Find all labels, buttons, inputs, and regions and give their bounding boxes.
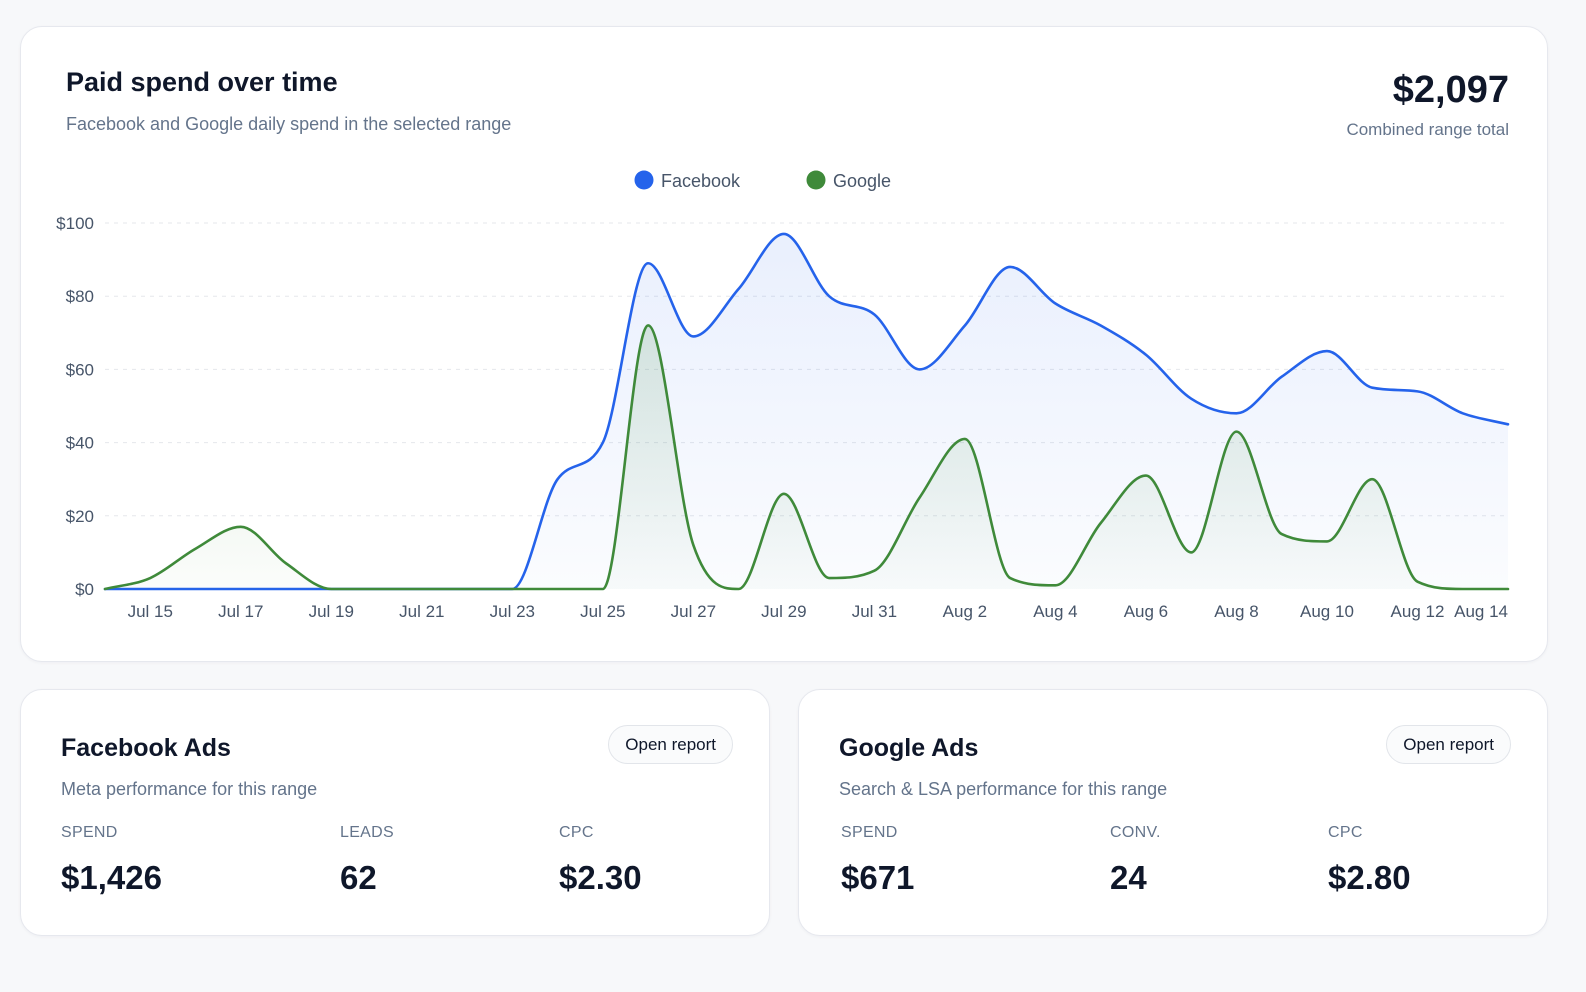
x-tick-label: Aug 12 bbox=[1391, 602, 1445, 621]
legend-label-facebook: Facebook bbox=[661, 171, 741, 191]
legend-swatch-facebook bbox=[634, 170, 654, 190]
facebook-metric-leads: LEADS 62 bbox=[340, 824, 394, 897]
metric-value: $671 bbox=[841, 859, 915, 896]
y-tick-label: $60 bbox=[66, 360, 94, 379]
google-ads-title: Google Ads bbox=[839, 734, 979, 762]
x-tick-label: Jul 17 bbox=[218, 602, 263, 621]
metric-label: CONV. bbox=[1110, 824, 1161, 841]
x-tick-label: Jul 19 bbox=[309, 602, 354, 621]
x-tick-label: Jul 21 bbox=[399, 602, 444, 621]
x-tick-label: Jul 23 bbox=[490, 602, 535, 621]
metric-label: CPC bbox=[1328, 824, 1363, 841]
metric-value: 62 bbox=[340, 859, 377, 896]
google-metric-conversions: CONV. 24 bbox=[1110, 824, 1161, 897]
y-tick-label: $20 bbox=[66, 507, 94, 526]
facebook-ads-title: Facebook Ads bbox=[61, 734, 231, 762]
spend-chart-card: Paid spend over time Facebook and Google… bbox=[20, 26, 1548, 662]
legend-swatch-google bbox=[806, 170, 826, 190]
metric-value: $2.30 bbox=[559, 859, 642, 896]
google-metric-cpc: CPC $2.80 bbox=[1328, 824, 1411, 897]
x-tick-label: Jul 25 bbox=[580, 602, 625, 621]
x-tick-label: Aug 14 bbox=[1454, 602, 1508, 621]
metric-label: LEADS bbox=[340, 824, 394, 841]
metric-label: SPEND bbox=[61, 824, 118, 841]
facebook-ads-card: Facebook Ads Meta performance for this r… bbox=[20, 689, 770, 936]
y-tick-label: $80 bbox=[66, 287, 94, 306]
facebook-open-report-button[interactable]: Open report bbox=[608, 725, 733, 764]
combined-total-value: $2,097 bbox=[1392, 69, 1509, 111]
x-tick-label: Jul 29 bbox=[761, 602, 806, 621]
metric-label: SPEND bbox=[841, 824, 898, 841]
x-tick-label: Jul 31 bbox=[852, 602, 897, 621]
chart-title: Paid spend over time bbox=[66, 67, 338, 97]
google-ads-subtitle: Search & LSA performance for this range bbox=[839, 779, 1168, 799]
google-metric-spend: SPEND $671 bbox=[841, 824, 914, 897]
series-line-google bbox=[103, 324, 1510, 591]
y-tick-label: $40 bbox=[66, 434, 94, 453]
facebook-metric-cpc: CPC $2.30 bbox=[559, 824, 642, 897]
google-open-report-button[interactable]: Open report bbox=[1386, 725, 1511, 764]
y-tick-label: $0 bbox=[75, 580, 94, 599]
metric-value: $1,426 bbox=[61, 859, 162, 896]
chart-subtitle: Facebook and Google daily spend in the s… bbox=[66, 114, 512, 134]
metric-value: 24 bbox=[1110, 859, 1147, 896]
legend-label-google: Google bbox=[833, 171, 891, 191]
x-tick-label: Aug 6 bbox=[1124, 602, 1168, 621]
spend-chart: $0 $20 $40 $60 $80 $100 Jul 15 Jul 17 Jul 19 Jul … bbox=[56, 170, 1510, 621]
google-ads-card: Google Ads Search & LSA performance for … bbox=[798, 689, 1548, 936]
x-tick-label: Aug 2 bbox=[943, 602, 987, 621]
facebook-ads-subtitle: Meta performance for this range bbox=[61, 779, 318, 799]
metric-label: CPC bbox=[559, 824, 594, 841]
series-area-google bbox=[105, 325, 1508, 589]
x-tick-label: Aug 4 bbox=[1033, 602, 1077, 621]
metric-value: $2.80 bbox=[1328, 859, 1411, 896]
y-tick-label: $100 bbox=[56, 214, 94, 233]
facebook-metric-spend: SPEND $1,426 bbox=[61, 824, 162, 897]
x-tick-label: Aug 10 bbox=[1300, 602, 1354, 621]
x-tick-label: Jul 27 bbox=[671, 602, 716, 621]
x-tick-label: Aug 8 bbox=[1214, 602, 1258, 621]
combined-total-label: Combined range total bbox=[1346, 120, 1509, 139]
x-tick-label: Jul 15 bbox=[128, 602, 173, 621]
